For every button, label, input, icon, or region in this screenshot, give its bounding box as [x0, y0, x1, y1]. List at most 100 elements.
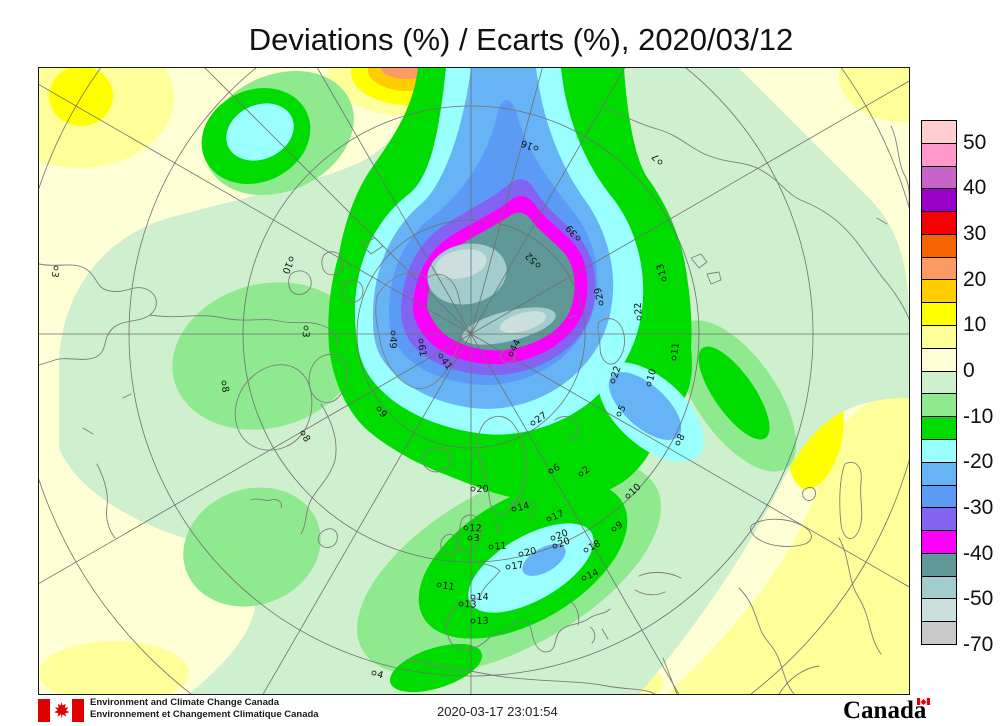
- svg-text:13: 13: [464, 599, 476, 610]
- svg-text:20: 20: [554, 528, 569, 543]
- colorbar-tick-label: 20: [963, 267, 987, 291]
- colorbar-tick-label: -70: [963, 633, 994, 656]
- colorbar-segment: [921, 507, 957, 532]
- colorbar-tick-label: -40: [963, 541, 994, 565]
- svg-text:7: 7: [650, 151, 662, 163]
- canada-wordmark-text: Canada: [843, 697, 927, 724]
- svg-text:11: 11: [494, 541, 507, 553]
- colorbar-tick-label: 40: [963, 176, 987, 200]
- station-marker: 14: [581, 567, 601, 582]
- colorbar-tick-label: 30: [963, 222, 987, 246]
- svg-text:6: 6: [551, 462, 562, 475]
- station-marker: 5: [616, 403, 629, 417]
- svg-text:49: 49: [387, 336, 398, 348]
- station-marker: 18: [583, 538, 603, 554]
- svg-text:3: 3: [473, 533, 479, 544]
- canada-flag-icon: [38, 699, 84, 722]
- svg-text:20: 20: [523, 546, 537, 559]
- station-marker: 11: [488, 541, 507, 553]
- colorbar-tick-label: -30: [963, 496, 994, 520]
- svg-text:20: 20: [556, 536, 571, 551]
- colorbar-segment: [921, 211, 957, 235]
- svg-text:17: 17: [550, 508, 565, 523]
- colorbar-segment: [921, 552, 957, 577]
- station-marker: 49: [387, 330, 398, 349]
- station-marker: 17: [505, 560, 525, 573]
- colorbar-segment: [921, 370, 957, 395]
- wordmark-flag-icon: [917, 698, 931, 705]
- colorbar-segment: [921, 416, 957, 440]
- svg-text:9: 9: [614, 519, 625, 531]
- colorbar-segment: [921, 347, 957, 372]
- svg-text:11: 11: [442, 580, 455, 592]
- agency-line-fr: Environnement et Changement Climatique C…: [90, 708, 319, 720]
- svg-text:8: 8: [300, 433, 313, 444]
- station-marker: 13: [458, 599, 477, 611]
- svg-text:10: 10: [645, 368, 659, 383]
- svg-text:18: 18: [587, 538, 603, 553]
- colorbar-segment: [921, 165, 957, 190]
- colorbar-segment: [921, 484, 957, 509]
- station-marker: 9: [611, 519, 625, 532]
- generation-timestamp: 2020-03-17 23:01:54: [437, 704, 558, 719]
- colorbar-segment: [921, 325, 957, 349]
- svg-text:16: 16: [520, 137, 535, 151]
- colorbar-segment: [921, 393, 957, 418]
- svg-text:9: 9: [377, 409, 389, 421]
- svg-text:8: 8: [219, 385, 231, 393]
- canada-wordmark: Canada: [843, 697, 931, 725]
- station-marker: 16: [520, 137, 539, 152]
- station-marker: 9: [377, 406, 389, 421]
- colorbar-segment: [921, 302, 957, 327]
- colorbar-segment: [921, 530, 957, 554]
- svg-text:12: 12: [469, 523, 481, 534]
- colorbar-tick-label: 10: [963, 313, 987, 337]
- svg-text:29: 29: [593, 286, 607, 300]
- page-title: Deviations (%) / Ecarts (%), 2020/03/12: [248, 22, 794, 57]
- filled-contours: [39, 68, 909, 694]
- svg-text:20: 20: [476, 484, 488, 495]
- svg-text:13: 13: [655, 262, 669, 277]
- station-marker: 8: [300, 430, 313, 444]
- station-marker: 12: [463, 523, 482, 534]
- graticule-grid: [39, 68, 909, 694]
- station-marker: 22: [609, 365, 624, 384]
- colorbar-segment: [921, 621, 957, 645]
- svg-text:14: 14: [516, 500, 530, 514]
- station-marker: 20: [518, 546, 538, 559]
- colorbar-tick-label: -10: [963, 404, 994, 428]
- svg-text:4: 4: [376, 669, 385, 681]
- colorbar-tick-label: -20: [963, 450, 994, 474]
- svg-text:5: 5: [616, 403, 629, 414]
- svg-text:44: 44: [508, 338, 523, 354]
- station-marker: 10: [279, 256, 294, 275]
- station-marker: 20: [552, 536, 572, 551]
- station-marker: 8: [219, 380, 231, 394]
- station-marker: 61: [416, 338, 428, 357]
- agency-line-en: Environment and Climate Change Canada: [90, 697, 279, 708]
- colorbar-segment: [921, 598, 957, 623]
- svg-text:17: 17: [511, 560, 525, 573]
- station-marker: 6: [548, 462, 562, 475]
- colorbar-segment: [921, 279, 957, 304]
- station-marker: 3: [300, 325, 311, 338]
- colorbar-segment: [921, 120, 957, 144]
- station-marker: 3: [467, 533, 480, 544]
- svg-text:14: 14: [585, 567, 601, 582]
- svg-text:11: 11: [669, 342, 681, 355]
- station-marker: 13: [470, 616, 489, 627]
- colorbar-segment: [921, 256, 957, 281]
- agency-signature: Environment and Climate Change Canada En…: [90, 697, 319, 720]
- station-marker: 22: [633, 302, 645, 321]
- colorbar-segment: [921, 575, 957, 600]
- station-marker: 29: [593, 286, 607, 306]
- station-marker: 20: [470, 484, 489, 495]
- station-marker: 14: [511, 500, 531, 514]
- colorbar-tick-label: -50: [963, 587, 994, 611]
- station-marker: 4: [371, 669, 385, 681]
- svg-text:13: 13: [476, 616, 488, 627]
- station-marker: 11: [669, 342, 682, 361]
